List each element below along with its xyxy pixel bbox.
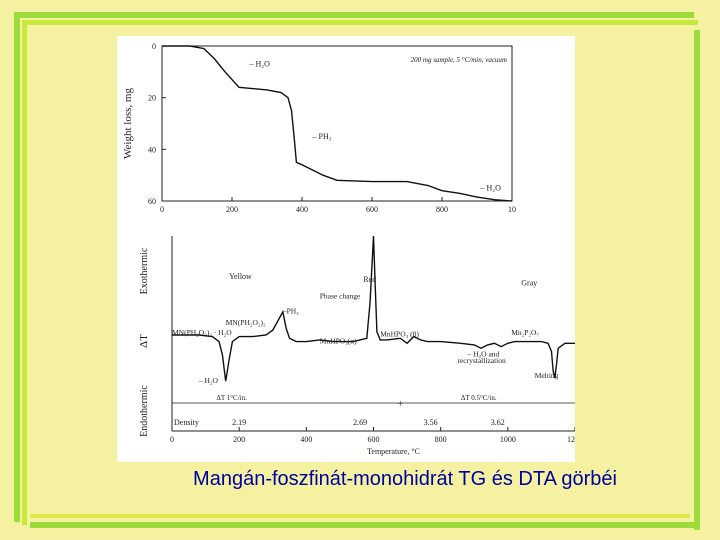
dta-density-value: 3.56 — [424, 418, 438, 427]
dta-annotation: – H₂O and — [467, 349, 500, 358]
dta-color-label: Yellow — [229, 272, 252, 281]
dta-exo-label: Exothermic — [139, 247, 150, 294]
dta-annotation: –PH₃ — [282, 307, 299, 316]
dta-rate-marker: + — [398, 399, 404, 410]
dta-annotation: MnHPO₃ (β) — [380, 330, 419, 339]
frame-bar-bottom-2 — [30, 514, 690, 518]
dta-x-tick-label: 200 — [233, 435, 245, 444]
tg-dta-chart: 0 200 400 600 800 10 0 20 40 60 Weight loss, mg 200… — [122, 42, 575, 456]
dta-annotation: Mn₂P₂O₇ — [511, 328, 539, 337]
tg-series-line — [162, 45, 513, 202]
dta-series-line — [172, 235, 575, 382]
dta-x-tick-label: 400 — [300, 435, 312, 444]
dta-annotation: MN(PH₂O₂)₂ — [226, 318, 266, 327]
frame-bar-left-2 — [22, 20, 27, 525]
dta-x-tick-label: 800 — [435, 435, 447, 444]
dta-endo-label: Endothermic — [139, 385, 150, 437]
frame-bar-bottom — [30, 522, 700, 528]
dta-rate-label: ΔT 1°C/in. — [216, 394, 247, 402]
tg-x-tick-label: 400 — [296, 205, 308, 214]
dta-color-label: Red — [363, 275, 376, 284]
frame-bar-top-2 — [22, 20, 698, 25]
tg-curve-label: – H₂O — [480, 184, 502, 193]
dta-x-axis-label: Temperature, °C — [367, 447, 420, 456]
dta-annotation: Melting — [535, 371, 559, 380]
dta-rate-label: ΔT 0.5°C/in. — [461, 394, 497, 402]
frame-bar-top — [14, 12, 694, 18]
tg-x-tick-label: 800 — [436, 205, 448, 214]
dta-annotation: MnHPO₃(α) — [320, 336, 357, 345]
dta-annotation: MN(PH₂O₂)₂ · H₂O — [172, 328, 232, 337]
tg-y-tick-label: 20 — [148, 94, 156, 103]
dta-density-label: Density — [174, 418, 199, 427]
dta-x-tick-label: 1200 — [567, 435, 575, 444]
tg-x-tick-label: 0 — [160, 205, 164, 214]
slide-caption: Mangán-foszfinát-monohidrát TG és DTA gö… — [193, 468, 617, 490]
dta-density-value: 2.19 — [232, 418, 246, 427]
tg-y-tick-label: 0 — [152, 42, 156, 51]
tg-sample-annotation: 200 mg sample, 5 °C/min, vacuum — [411, 56, 507, 64]
dta-density-value: 2.69 — [353, 418, 367, 427]
dta-annotation: Phase change — [320, 292, 361, 301]
tg-plot-frame — [161, 45, 513, 202]
frame-bar-right — [694, 30, 700, 530]
tg-x-tick-label: 200 — [226, 205, 238, 214]
dta-x-tick-label: 1000 — [500, 435, 516, 444]
tg-y-tick-label: 40 — [148, 145, 156, 154]
figure-panel: 0 200 400 600 800 10 0 20 40 60 Weight loss, mg 200… — [117, 36, 575, 462]
dta-y-axis-label: ΔT — [138, 334, 150, 348]
dta-density-value: 3.62 — [491, 418, 505, 427]
tg-curve-label: – PH₃ — [312, 132, 332, 141]
dta-x-tick-label: 600 — [368, 435, 380, 444]
dta-annotation: recrystallization — [457, 356, 506, 365]
tg-y-tick-label: 60 — [148, 197, 156, 206]
tg-curve-label: – H₂O — [249, 60, 271, 69]
dta-color-label: Gray — [521, 279, 537, 288]
dta-x-tick-label: 0 — [170, 435, 174, 444]
tg-y-axis-label: Weight loss, mg — [122, 88, 134, 159]
tg-x-tick-label: 600 — [366, 205, 378, 214]
tg-x-tick-label: 10 — [508, 205, 516, 214]
dta-annotation: – H₂O — [198, 376, 219, 385]
frame-bar-left — [14, 12, 20, 522]
